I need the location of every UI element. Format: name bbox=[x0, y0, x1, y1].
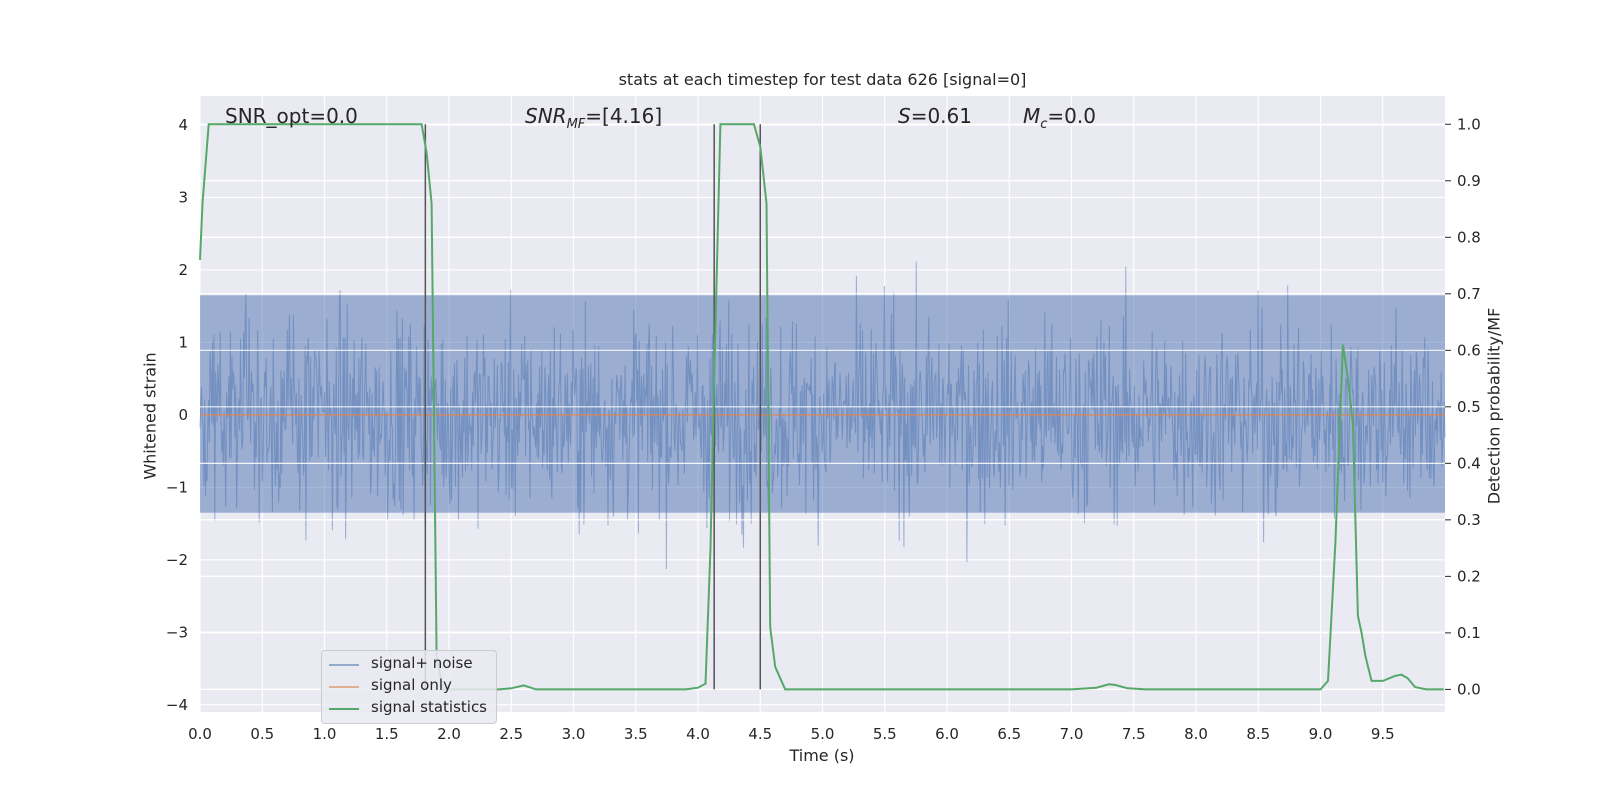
x-tick-label-4: 2.0 bbox=[437, 725, 461, 743]
annotation-mc-value: =0.0 bbox=[1047, 104, 1096, 128]
legend-item-signal-noise: signal+ noise bbox=[322, 654, 496, 674]
x-tick-label-17: 8.5 bbox=[1246, 725, 1270, 743]
x-tick-label-5: 2.5 bbox=[499, 725, 523, 743]
x-tick-label-7: 3.5 bbox=[624, 725, 648, 743]
chart-title: stats at each timestep for test data 626… bbox=[618, 70, 1027, 89]
x-tick-label-18: 9.0 bbox=[1309, 725, 1333, 743]
legend-label-signal-only: signal only bbox=[371, 676, 452, 694]
annotation-s: S=0.61 bbox=[898, 104, 972, 128]
y-axis-label-right: Detection probability/MF bbox=[1484, 307, 1504, 505]
y-tick-label-right-10: 1.0 bbox=[1457, 115, 1481, 133]
x-tick-label-2: 1.0 bbox=[313, 725, 337, 743]
legend-swatch-signal-only bbox=[329, 686, 359, 688]
x-tick-label-19: 9.5 bbox=[1371, 725, 1395, 743]
x-tick-label-0: 0.0 bbox=[188, 725, 212, 743]
x-tick-label-13: 6.5 bbox=[997, 725, 1021, 743]
legend-swatch-signal-noise bbox=[329, 664, 359, 666]
annotation-snr-mf-value: =[4.16] bbox=[585, 104, 663, 128]
y-tick-label-left-1: −3 bbox=[166, 623, 188, 641]
x-tick-label-16: 8.0 bbox=[1184, 725, 1208, 743]
y-tick-labels-right: 0.0 0.1 0.2 0.3 0.4 0.5 0.6 0.7 0.8 0.9 1.0 bbox=[1445, 115, 1481, 698]
y-tick-label-left-2: −2 bbox=[166, 551, 188, 569]
x-tick-label-11: 5.5 bbox=[873, 725, 897, 743]
x-tick-label-1: 0.5 bbox=[250, 725, 274, 743]
y-tick-label-left-8: 4 bbox=[178, 116, 188, 134]
y-tick-label-left-0: −4 bbox=[166, 696, 188, 714]
annotation-snr-opt: SNR_opt=0.0 bbox=[225, 104, 358, 128]
y-tick-label-right-0: 0.0 bbox=[1457, 680, 1481, 698]
y-tick-label-right-5: 0.5 bbox=[1457, 398, 1481, 416]
y-tick-label-left-3: −1 bbox=[166, 478, 188, 496]
y-tick-label-left-6: 2 bbox=[178, 261, 188, 279]
annotation-mc: Mc=0.0 bbox=[1023, 104, 1096, 132]
legend-item-signal-statistics: signal statistics bbox=[322, 698, 496, 718]
y-tick-label-right-6: 0.6 bbox=[1457, 341, 1481, 359]
y-tick-label-right-8: 0.8 bbox=[1457, 228, 1481, 246]
x-tick-label-15: 7.5 bbox=[1122, 725, 1146, 743]
y-tick-label-left-4: 0 bbox=[178, 406, 188, 424]
signal-noise-series bbox=[199, 123, 1446, 690]
x-tick-label-12: 6.0 bbox=[935, 725, 959, 743]
annotation-snr-mf: SNRMF=[4.16] bbox=[525, 104, 662, 132]
x-tick-label-3: 1.5 bbox=[375, 725, 399, 743]
y-axis-label-left: Whitened strain bbox=[140, 352, 160, 480]
x-tick-label-14: 7.0 bbox=[1060, 725, 1084, 743]
y-tick-label-right-1: 0.1 bbox=[1457, 624, 1481, 642]
legend-swatch-signal-statistics bbox=[329, 708, 359, 710]
y-tick-label-right-3: 0.3 bbox=[1457, 511, 1481, 529]
signal-statistics-line bbox=[199, 123, 1444, 691]
y-tick-label-right-7: 0.7 bbox=[1457, 285, 1481, 303]
annotation-mc-sub: c bbox=[1040, 117, 1048, 132]
y-tick-label-right-2: 0.2 bbox=[1457, 567, 1481, 585]
annotation-snr-mf-sub: MF bbox=[566, 117, 586, 132]
x-tick-label-8: 4.0 bbox=[686, 725, 710, 743]
legend: signal+ noise signal only signal statist… bbox=[321, 650, 497, 724]
annotation-s-value: =0.61 bbox=[910, 104, 972, 128]
legend-label-signal-noise: signal+ noise bbox=[371, 654, 473, 672]
x-tick-label-6: 3.0 bbox=[562, 725, 586, 743]
annotation-snr-mf-prefix: SNR bbox=[525, 104, 567, 128]
annotation-s-label: S bbox=[898, 104, 911, 128]
x-axis-label: Time (s) bbox=[789, 746, 855, 765]
x-tick-label-10: 5.0 bbox=[811, 725, 835, 743]
signal-statistics-series bbox=[199, 123, 1444, 691]
x-tick-labels: 0.0 0.5 1.0 1.5 2.0 2.5 3.0 3.5 4.0 4.5 5.0 5.5 6.0 6… bbox=[188, 725, 1395, 743]
legend-item-signal-only: signal only bbox=[322, 676, 496, 696]
y-tick-labels-left: −4 −3 −2 −1 0 1 2 3 4 bbox=[166, 116, 188, 714]
annotation-mc-label: M bbox=[1023, 104, 1041, 128]
legend-label-signal-statistics: signal statistics bbox=[371, 698, 488, 716]
y-tick-label-right-9: 0.9 bbox=[1457, 172, 1481, 190]
y-tick-label-left-7: 3 bbox=[178, 188, 188, 206]
y-tick-label-right-4: 0.4 bbox=[1457, 454, 1481, 472]
x-tick-label-9: 4.5 bbox=[748, 725, 772, 743]
y-tick-label-left-5: 1 bbox=[178, 333, 188, 351]
signal-noise-line bbox=[199, 261, 1446, 570]
